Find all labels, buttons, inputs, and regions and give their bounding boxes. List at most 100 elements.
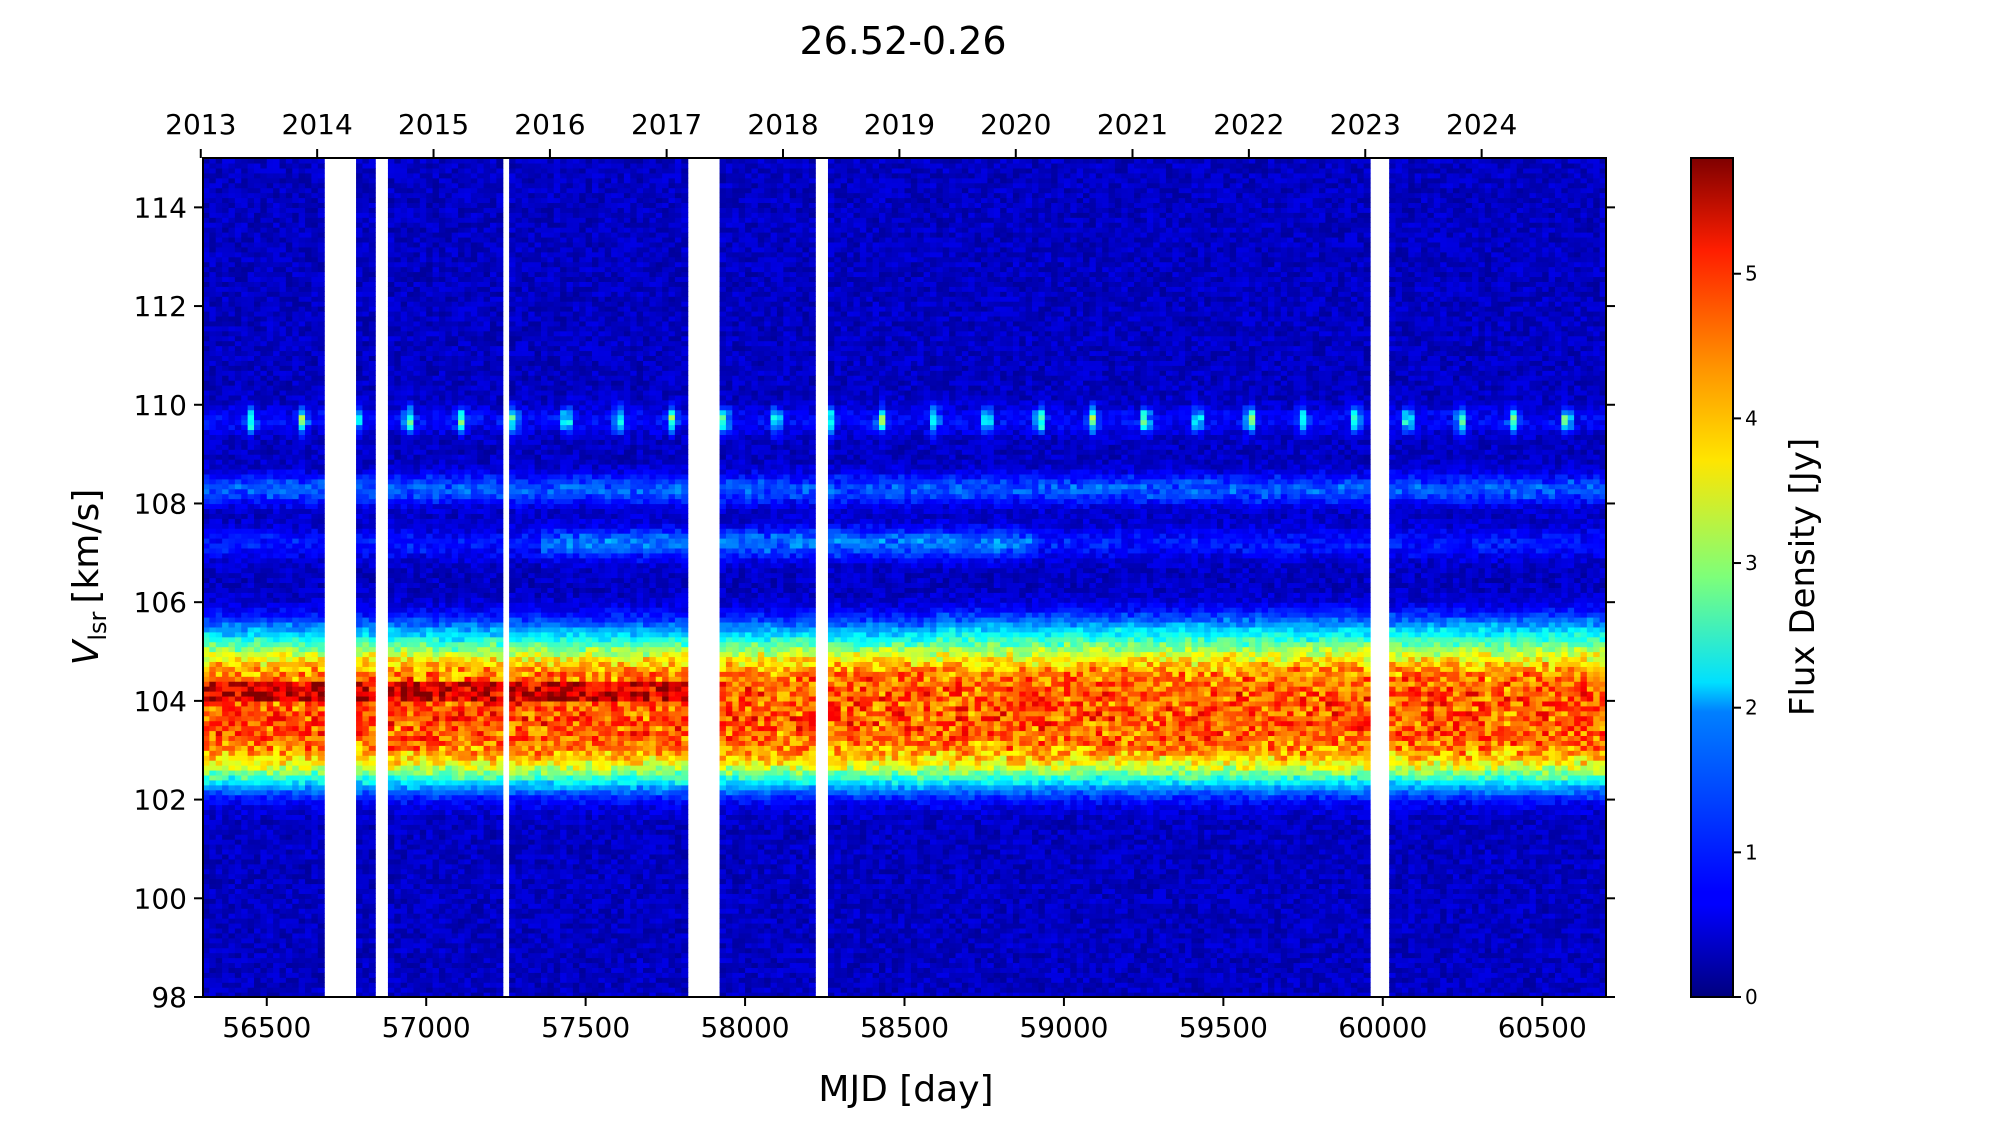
heatmap-cell xyxy=(203,800,210,806)
heatmap-cell xyxy=(229,178,236,184)
heatmap-cell xyxy=(273,237,280,243)
heatmap-cell xyxy=(254,735,261,741)
heatmap-cell xyxy=(248,242,255,248)
heatmap-cell xyxy=(413,627,420,633)
heatmap-cell xyxy=(292,612,299,618)
heatmap-cell xyxy=(413,568,420,574)
heatmap-cell xyxy=(267,849,274,855)
heatmap-cell xyxy=(203,711,210,717)
heatmap-cell xyxy=(426,592,433,598)
heatmap-cell xyxy=(254,420,261,426)
heatmap-cell xyxy=(369,336,376,342)
heatmap-cell xyxy=(413,592,420,598)
heatmap-cell xyxy=(433,795,440,801)
heatmap-cell xyxy=(426,730,433,736)
heatmap-cell xyxy=(356,518,363,524)
heatmap-cell xyxy=(292,879,299,885)
heatmap-cell xyxy=(241,444,248,450)
heatmap-cell xyxy=(267,227,274,233)
heatmap-cell xyxy=(362,903,369,909)
heatmap-cell xyxy=(280,321,287,327)
heatmap-cell xyxy=(254,967,261,973)
heatmap-cell xyxy=(267,173,274,179)
heatmap-cell xyxy=(299,864,306,870)
heatmap-cell xyxy=(407,671,414,677)
heatmap-cell xyxy=(267,839,274,845)
heatmap-cell xyxy=(356,987,363,993)
heatmap-cell xyxy=(248,706,255,712)
heatmap-cell xyxy=(311,770,318,776)
heatmap-cell xyxy=(273,622,280,628)
heatmap-cell xyxy=(280,439,287,445)
heatmap-cell xyxy=(426,518,433,524)
heatmap-cell xyxy=(413,958,420,964)
heatmap-cell xyxy=(241,785,248,791)
heatmap-cell xyxy=(267,405,274,411)
heatmap-cell xyxy=(209,785,216,791)
heatmap-cell xyxy=(311,839,318,845)
heatmap-cell xyxy=(216,533,223,539)
heatmap-cell xyxy=(356,814,363,820)
heatmap-cell xyxy=(426,864,433,870)
heatmap-cell xyxy=(248,217,255,223)
heatmap-cell xyxy=(216,444,223,450)
heatmap-cell xyxy=(433,740,440,746)
heatmap-cell xyxy=(299,819,306,825)
heatmap-cell xyxy=(222,563,229,569)
heatmap-cell xyxy=(311,652,318,658)
heatmap-cell xyxy=(241,839,248,845)
heatmap-cell xyxy=(401,237,408,243)
heatmap-cell xyxy=(267,854,274,860)
heatmap-cell xyxy=(318,666,325,672)
heatmap-cell xyxy=(413,518,420,524)
heatmap-cell xyxy=(292,854,299,860)
heatmap-cell xyxy=(203,597,210,603)
heatmap-cell xyxy=(286,336,293,342)
heatmap-cell xyxy=(388,306,395,312)
heatmap-cell xyxy=(420,745,427,751)
heatmap-cell xyxy=(362,721,369,727)
heatmap-cell xyxy=(254,508,261,514)
heatmap-cell xyxy=(305,652,312,658)
heatmap-cell xyxy=(299,898,306,904)
heatmap-cell xyxy=(203,168,210,174)
heatmap-cell xyxy=(203,735,210,741)
heatmap-cell xyxy=(235,721,242,727)
heatmap-cell xyxy=(394,281,401,287)
heatmap-cell xyxy=(388,948,395,954)
heatmap-cell xyxy=(299,341,306,347)
heatmap-cell xyxy=(292,647,299,653)
heatmap-cell xyxy=(292,380,299,386)
heatmap-cell xyxy=(433,874,440,880)
heatmap-cell xyxy=(241,227,248,233)
heatmap-cell xyxy=(407,262,414,268)
heatmap-cell xyxy=(235,276,242,282)
heatmap-cell xyxy=(267,721,274,727)
heatmap-cell xyxy=(413,188,420,194)
heatmap-cell xyxy=(292,405,299,411)
heatmap-cell xyxy=(267,977,274,983)
heatmap-cell xyxy=(388,696,395,702)
heatmap-cell xyxy=(280,212,287,218)
heatmap-cell xyxy=(280,582,287,588)
heatmap-cell xyxy=(401,849,408,855)
heatmap-cell xyxy=(254,592,261,598)
heatmap-cell xyxy=(420,982,427,988)
heatmap-cell xyxy=(356,760,363,766)
heatmap-cell xyxy=(229,726,236,732)
heatmap-cell xyxy=(209,928,216,934)
heatmap-cell xyxy=(305,410,312,416)
heatmap-cell xyxy=(254,982,261,988)
heatmap-cell xyxy=(369,331,376,337)
heatmap-cell xyxy=(229,735,236,741)
heatmap-cell xyxy=(280,316,287,322)
heatmap-cell xyxy=(267,844,274,850)
heatmap-cell xyxy=(229,454,236,460)
heatmap-cell xyxy=(388,434,395,440)
heatmap-cell xyxy=(388,296,395,302)
heatmap-cell xyxy=(299,770,306,776)
heatmap-cell xyxy=(413,740,420,746)
heatmap-cell xyxy=(311,163,318,169)
heatmap-cell xyxy=(420,647,427,653)
heatmap-cell xyxy=(216,503,223,509)
